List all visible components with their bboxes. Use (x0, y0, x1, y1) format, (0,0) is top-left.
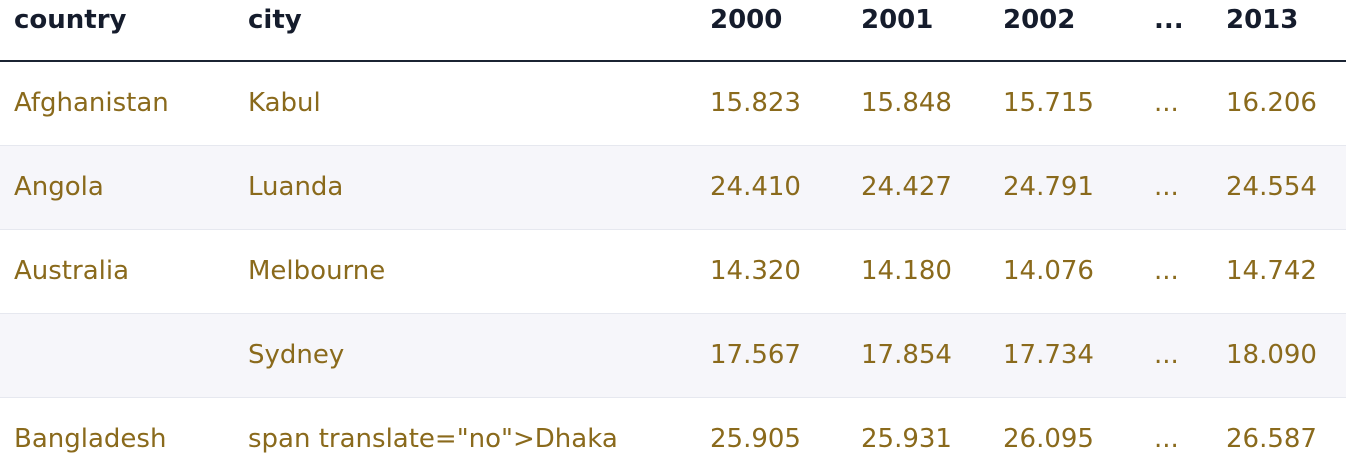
cell-2002: 26.095 (1003, 424, 1094, 454)
cell-2002: 14.076 (1003, 256, 1094, 286)
cell-country: Bangladesh (14, 424, 167, 454)
table-header: country city 2000 2001 2002 ... 2013 (0, 0, 1346, 62)
cell-ellipsis: ... (1154, 340, 1179, 370)
cell-2002: 17.734 (1003, 340, 1094, 370)
cell-country: Australia (14, 256, 130, 286)
cell-city: Luanda (248, 172, 344, 202)
cell-country: Angola (14, 172, 104, 202)
cell-city: span translate="no">Dhaka (248, 424, 618, 454)
cell-2000: 17.567 (710, 340, 801, 370)
cell-2013: 16.206 (1226, 88, 1317, 118)
table-row: Sydney 17.567 17.854 17.734 ... 18.090 (0, 314, 1346, 398)
header-city[interactable]: city (248, 5, 302, 35)
cell-2000: 24.410 (710, 172, 801, 202)
cell-ellipsis: ... (1154, 256, 1179, 286)
cell-2000: 15.823 (710, 88, 801, 118)
cell-2001: 24.427 (861, 172, 952, 202)
table-row: Bangladesh span translate="no">Dhaka 25.… (0, 398, 1346, 474)
cell-city: Sydney (248, 340, 345, 370)
cell-2001: 14.180 (861, 256, 952, 286)
table-row: Angola Luanda 24.410 24.427 24.791 ... 2… (0, 146, 1346, 230)
cell-city: Melbourne (248, 256, 386, 286)
cell-2000: 25.905 (710, 424, 801, 454)
cell-2001: 25.931 (861, 424, 952, 454)
cell-ellipsis: ... (1154, 172, 1179, 202)
cell-2013: 18.090 (1226, 340, 1317, 370)
cell-2002: 24.791 (1003, 172, 1094, 202)
cell-2002: 15.715 (1003, 88, 1094, 118)
cell-ellipsis: ... (1154, 88, 1179, 118)
cell-ellipsis: ... (1154, 424, 1179, 454)
header-2002[interactable]: 2002 (1003, 5, 1076, 35)
cell-2013: 24.554 (1226, 172, 1317, 202)
header-2001[interactable]: 2001 (861, 5, 934, 35)
cell-2013: 14.742 (1226, 256, 1317, 286)
cell-2000: 14.320 (710, 256, 801, 286)
header-ellipsis: ... (1154, 5, 1184, 35)
header-2013[interactable]: 2013 (1226, 5, 1299, 35)
header-2000[interactable]: 2000 (710, 5, 783, 35)
header-country[interactable]: country (14, 5, 127, 35)
table-row: Afghanistan Kabul 15.823 15.848 15.715 .… (0, 62, 1346, 146)
table-row: Australia Melbourne 14.320 14.180 14.076… (0, 230, 1346, 314)
cell-2001: 15.848 (861, 88, 952, 118)
cell-city: Kabul (248, 88, 321, 118)
cell-2013: 26.587 (1226, 424, 1317, 454)
cell-2001: 17.854 (861, 340, 952, 370)
cell-country: Afghanistan (14, 88, 169, 118)
